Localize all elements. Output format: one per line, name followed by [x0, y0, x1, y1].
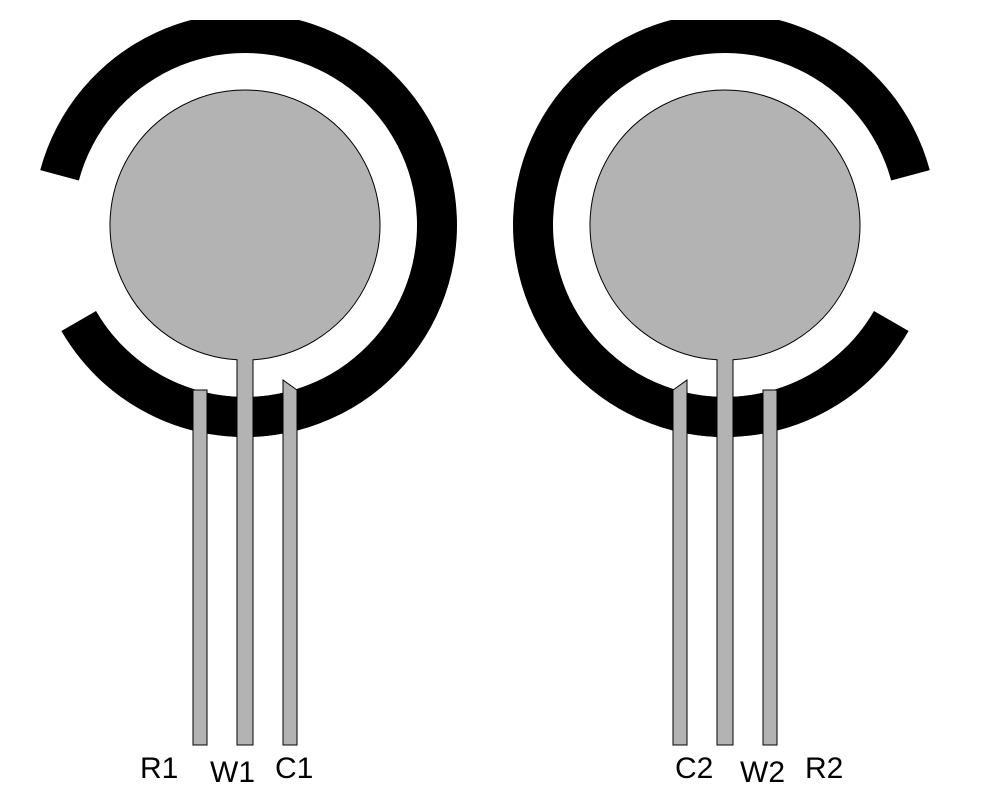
- diagram-stage: R1 W1 C1 C2 W2 R2: [0, 0, 1000, 799]
- label-w1: W1: [210, 756, 255, 790]
- electrode-left-svg: [20, 20, 500, 780]
- counter-lead-right: [648, 380, 687, 745]
- label-c2: C2: [675, 752, 713, 786]
- reference-lead-left: [193, 390, 207, 745]
- label-c1: C1: [275, 752, 313, 786]
- label-w2: W2: [740, 756, 785, 790]
- label-r1: R1: [140, 752, 178, 786]
- electrode-right: [500, 20, 980, 780]
- reference-lead-right: [763, 390, 777, 745]
- working-electrode-right: [590, 90, 860, 745]
- label-r2: R2: [805, 752, 843, 786]
- working-electrode-left: [110, 90, 380, 745]
- counter-lead-left: [283, 380, 322, 745]
- electrode-left: [20, 20, 500, 780]
- electrode-right-svg: [500, 20, 980, 780]
